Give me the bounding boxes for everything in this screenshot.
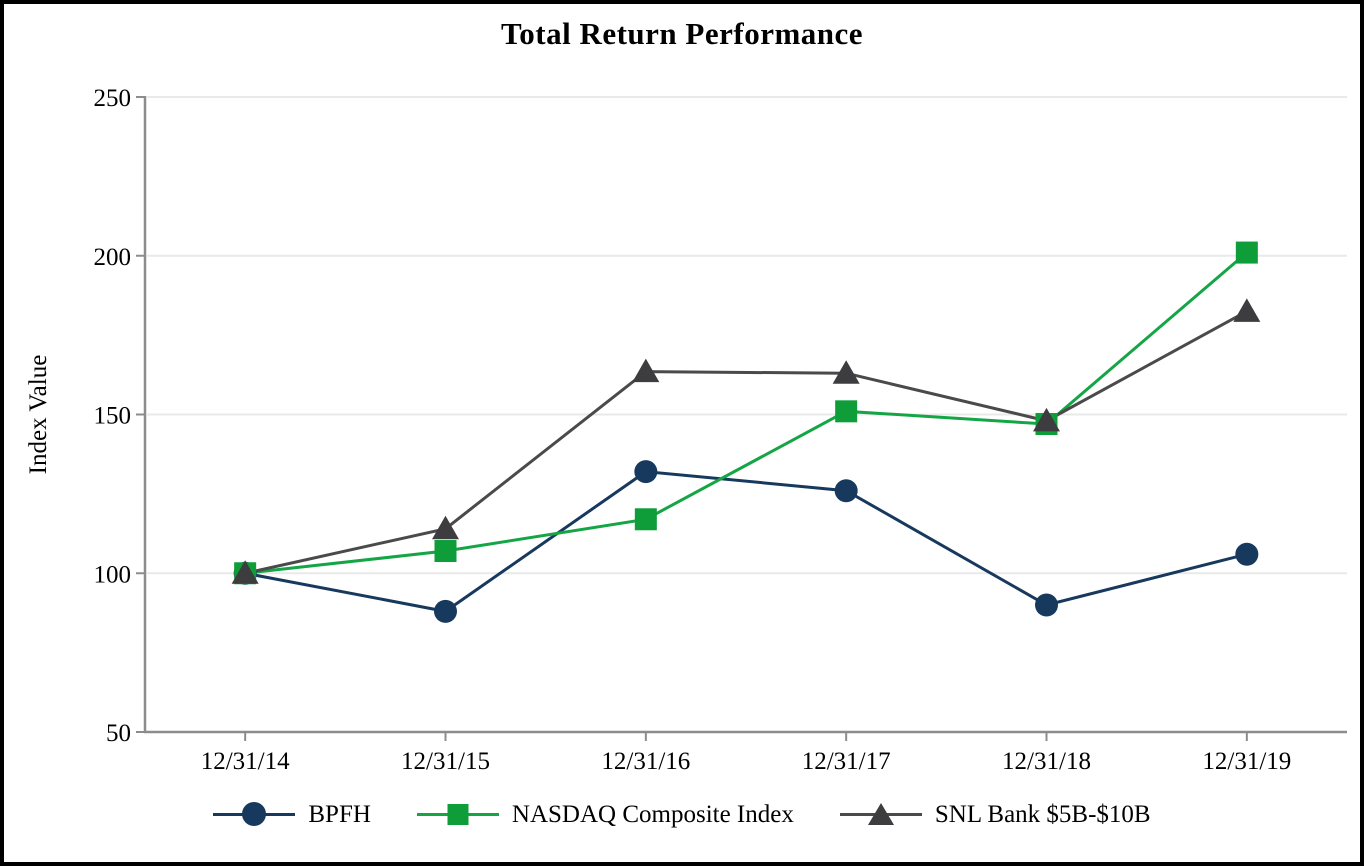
data-point-circle-bpfh [1235, 542, 1259, 566]
data-point-triangle-snl-bank-5b-10b [632, 358, 660, 383]
triangle-marker-icon [867, 803, 894, 825]
data-point-triangle-snl-bank-5b-10b [1233, 298, 1261, 322]
legend-label: NASDAQ Composite Index [511, 800, 794, 828]
square-marker-icon [447, 804, 469, 825]
series-line-nasdaq-composite-index [245, 251, 1248, 575]
legend-item-nasdaq-composite-index: NASDAQ Composite Index [416, 800, 794, 828]
chart-title: Total Return Performance [500, 16, 864, 51]
y-axis-title: Index Value [25, 355, 52, 475]
y-axis-tick-label: 100 [94, 561, 132, 588]
data-point-square-nasdaq-composite-index [434, 540, 457, 563]
series-line-snl-bank-5b-10b [244, 309, 1248, 575]
data-point-triangle-snl-bank-5b-10b [432, 515, 459, 540]
chart-legend: BPFH NASDAQ Composite Index SNL Bank $5B-$… [4, 801, 1360, 827]
legend-swatch [213, 801, 296, 827]
data-point-circle-bpfh [834, 479, 858, 503]
circle-marker-icon [242, 802, 267, 826]
y-axis-tick-label: 50 [106, 720, 131, 747]
legend-swatch [839, 801, 922, 827]
plot-area: 50 100 150 200 250 12/31/14 12/31/15 12/31/16 12… [25, 85, 1347, 775]
legend-item-snl-bank-5b-10b: SNL Bank $5B-$10B [839, 800, 1151, 828]
x-axis-tick-label: 12/31/19 [1202, 748, 1291, 775]
legend-label: SNL Bank $5B-$10B [934, 800, 1151, 828]
y-axis-tick-label: 200 [94, 244, 132, 271]
x-axis-tick-label: 12/31/14 [201, 748, 290, 775]
data-point-triangle-snl-bank-5b-10b [832, 360, 860, 384]
data-point-circle-bpfh [1035, 593, 1058, 617]
y-axis-tick-label: 250 [94, 85, 132, 112]
y-axis-tick-label: 150 [94, 403, 132, 430]
data-point-triangle-snl-bank-5b-10b [231, 560, 259, 584]
x-axis-tick-label: 12/31/15 [401, 748, 490, 775]
legend-label: BPFH [308, 800, 371, 828]
data-point-square-nasdaq-composite-index [634, 508, 657, 531]
series-line-bpfh [244, 470, 1248, 613]
data-point-square-nasdaq-composite-index [1235, 241, 1258, 264]
legend-swatch [416, 801, 499, 827]
data-point-square-nasdaq-composite-index [835, 400, 858, 423]
x-axis-tick-label: 12/31/16 [601, 748, 690, 775]
data-point-circle-bpfh [434, 599, 457, 623]
x-axis-tick-label: 12/31/18 [1002, 748, 1091, 775]
data-point-triangle-snl-bank-5b-10b [1033, 407, 1060, 432]
x-axis-tick-label: 12/31/17 [802, 748, 891, 775]
data-point-circle-bpfh [634, 460, 658, 484]
legend-item-bpfh: BPFH [213, 801, 371, 827]
